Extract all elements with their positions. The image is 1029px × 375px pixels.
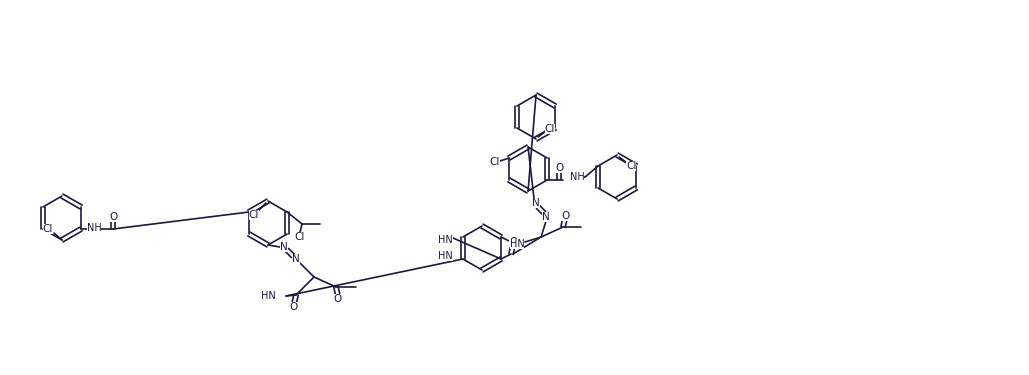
Text: HN: HN <box>509 239 525 249</box>
Text: N: N <box>280 242 288 252</box>
Text: O: O <box>290 302 298 312</box>
Text: HN: HN <box>438 235 453 245</box>
Text: Cl: Cl <box>295 232 306 242</box>
Text: NH: NH <box>86 223 102 233</box>
Text: O: O <box>109 212 117 222</box>
Text: N: N <box>542 212 549 222</box>
Text: Cl: Cl <box>43 224 54 234</box>
Text: HN: HN <box>261 291 276 301</box>
Text: Cl: Cl <box>249 210 259 220</box>
Text: O: O <box>333 294 342 304</box>
Text: NH: NH <box>570 172 584 182</box>
Text: Cl: Cl <box>626 161 636 171</box>
Text: Cl: Cl <box>490 157 500 167</box>
Text: HN: HN <box>438 251 453 261</box>
Text: Cl: Cl <box>545 124 556 134</box>
Text: N: N <box>532 198 540 208</box>
Text: N: N <box>292 254 299 264</box>
Text: O: O <box>555 163 563 173</box>
Text: O: O <box>561 211 569 221</box>
Text: O: O <box>509 237 518 247</box>
